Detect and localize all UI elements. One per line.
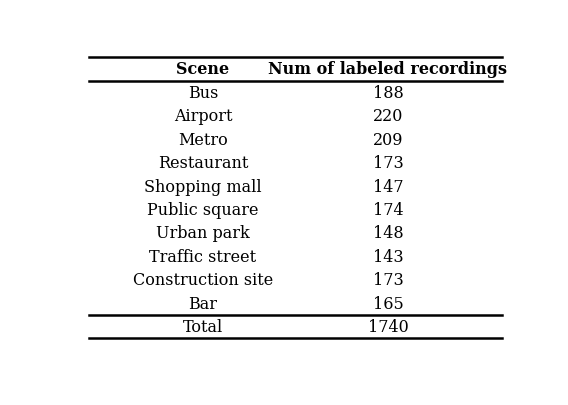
Text: 220: 220 bbox=[373, 108, 403, 125]
Text: Restaurant: Restaurant bbox=[158, 155, 248, 172]
Text: Bus: Bus bbox=[188, 85, 218, 102]
Text: Num of labeled recordings: Num of labeled recordings bbox=[269, 61, 507, 78]
Text: Construction site: Construction site bbox=[133, 272, 273, 289]
Text: Urban park: Urban park bbox=[156, 225, 250, 242]
Text: 1740: 1740 bbox=[367, 318, 408, 335]
Text: 173: 173 bbox=[373, 272, 403, 289]
Text: 147: 147 bbox=[373, 178, 403, 195]
Text: Scene: Scene bbox=[177, 61, 229, 78]
Text: 143: 143 bbox=[373, 248, 403, 265]
Text: 188: 188 bbox=[373, 85, 403, 102]
Text: 148: 148 bbox=[373, 225, 403, 242]
Text: 209: 209 bbox=[373, 131, 403, 148]
Text: 173: 173 bbox=[373, 155, 403, 172]
Text: Airport: Airport bbox=[174, 108, 232, 125]
Text: Bar: Bar bbox=[189, 295, 218, 312]
Text: Traffic street: Traffic street bbox=[149, 248, 257, 265]
Text: 174: 174 bbox=[373, 202, 403, 218]
Text: Public square: Public square bbox=[147, 202, 259, 218]
Text: Metro: Metro bbox=[178, 131, 228, 148]
Text: 165: 165 bbox=[373, 295, 403, 312]
Text: Total: Total bbox=[183, 318, 223, 335]
Text: Shopping mall: Shopping mall bbox=[144, 178, 262, 195]
